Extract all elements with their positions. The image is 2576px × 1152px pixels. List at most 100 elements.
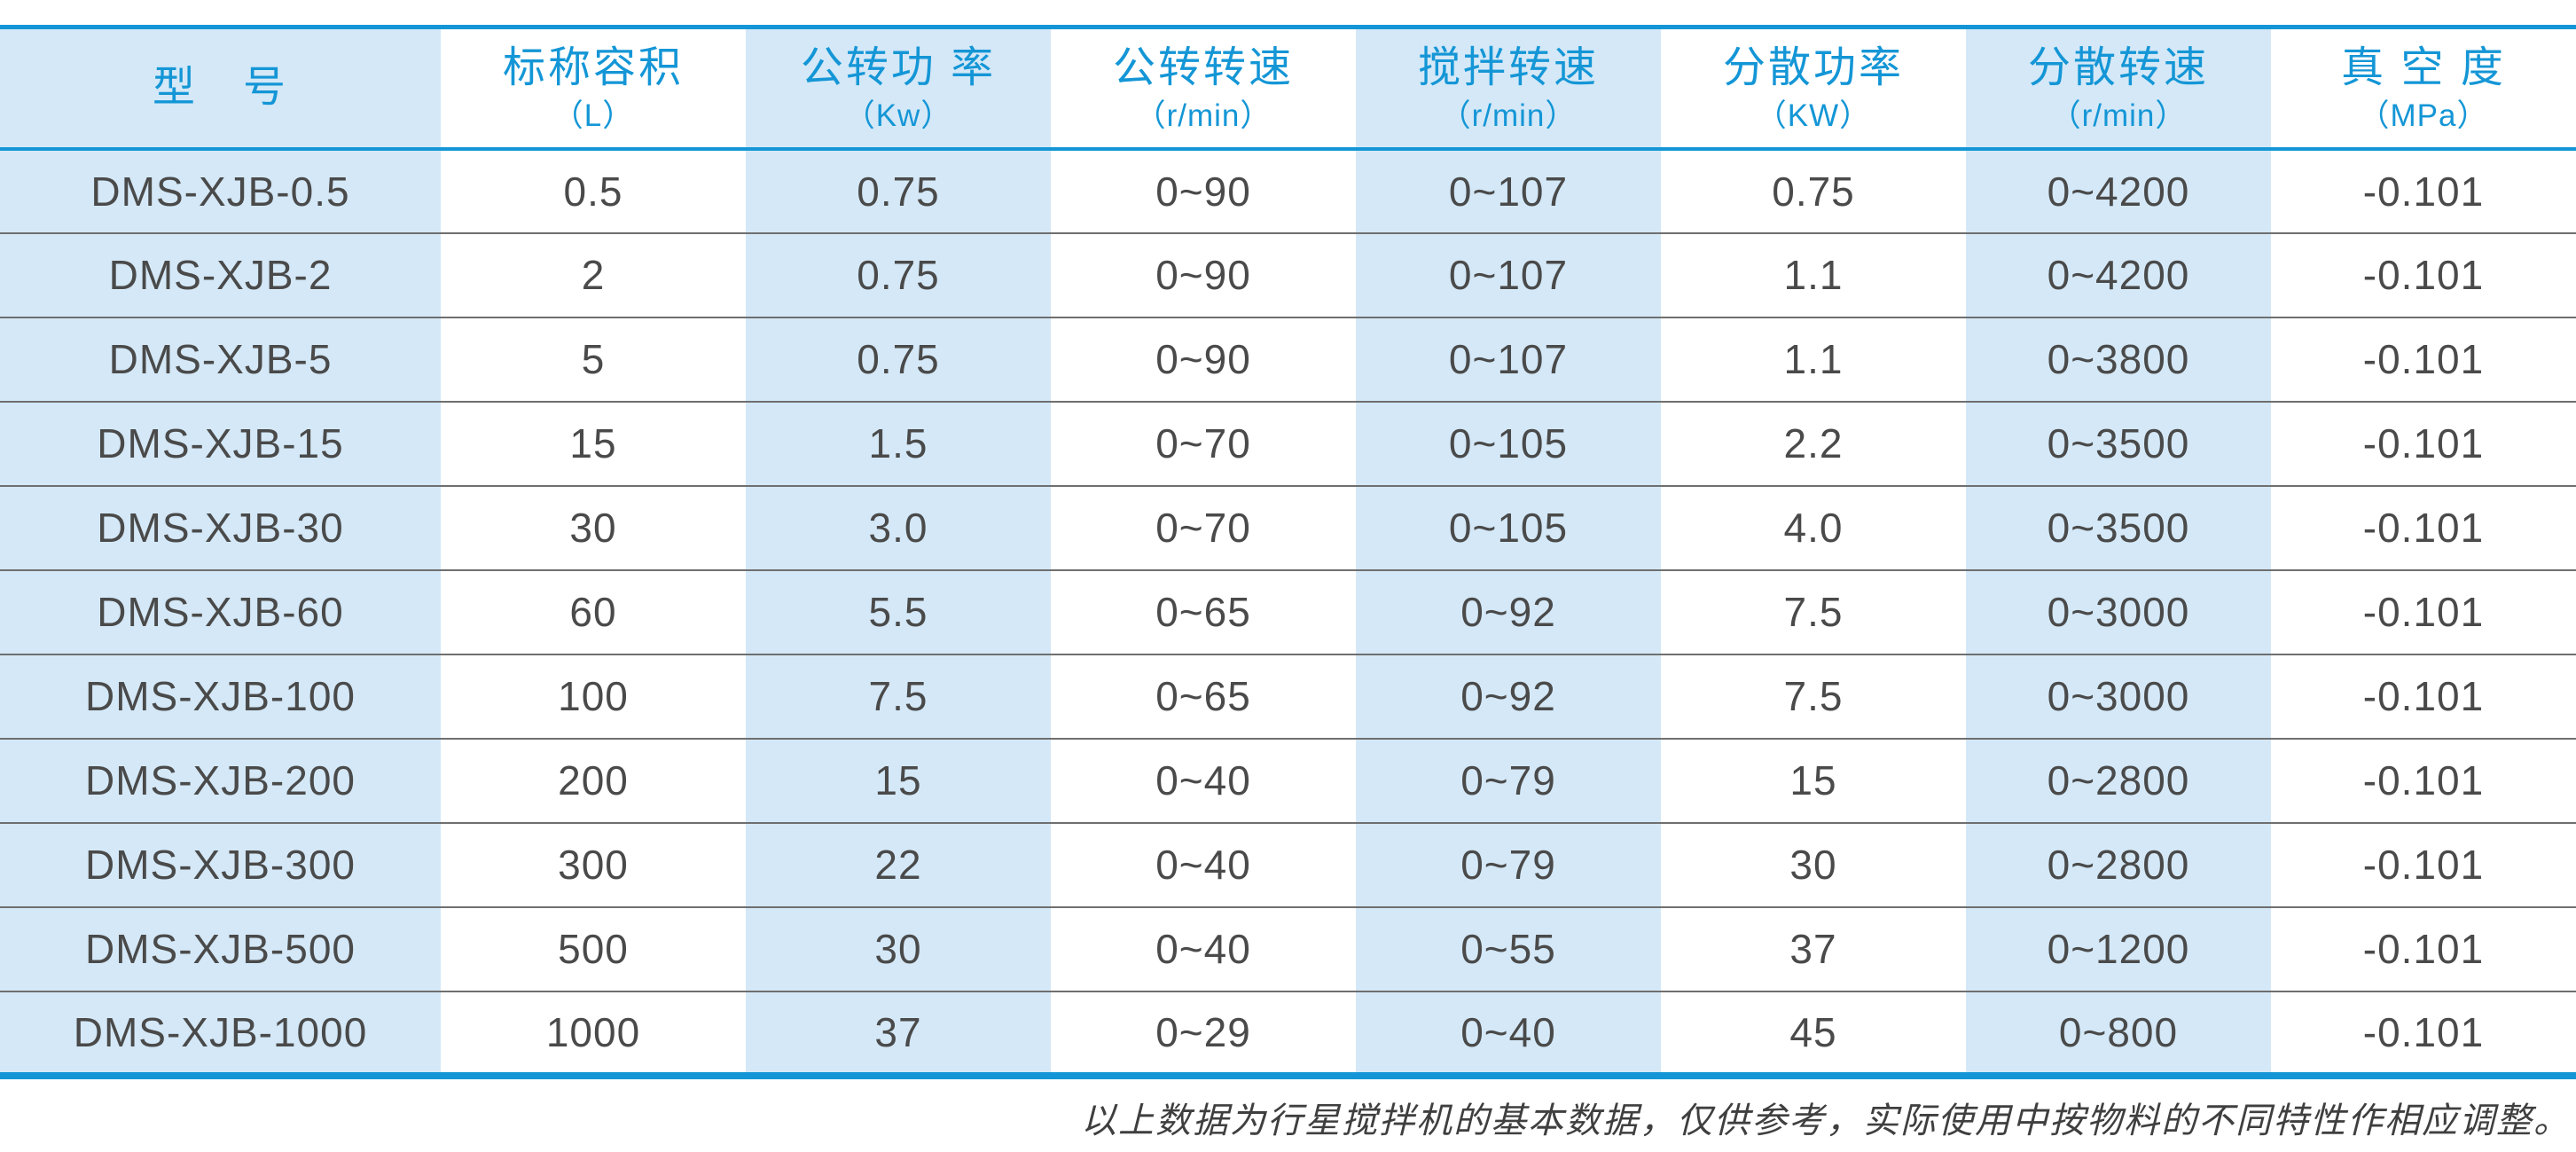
cell-nominal-volume: 2 bbox=[441, 232, 746, 317]
cell-dispersion-power: 2.2 bbox=[1661, 401, 1966, 486]
cell-nominal-volume: 500 bbox=[441, 906, 746, 991]
cell-model: DMS-XJB-0.5 bbox=[0, 148, 441, 233]
column-title: 公转转速 bbox=[1112, 43, 1294, 91]
column-header-nominal-volume: 标称容积 （L） bbox=[441, 27, 746, 149]
cell-model: DMS-XJB-500 bbox=[0, 906, 441, 991]
cell-dispersion-speed: 0~800 bbox=[1966, 991, 2271, 1076]
cell-revolution-power: 3.0 bbox=[746, 485, 1051, 570]
cell-dispersion-speed: 0~2800 bbox=[1966, 738, 2271, 823]
cell-stirring-speed: 0~105 bbox=[1356, 401, 1661, 486]
column-header-model: 型 号 bbox=[0, 27, 441, 149]
cell-dispersion-speed: 0~3000 bbox=[1966, 569, 2271, 654]
cell-dispersion-power: 1.1 bbox=[1661, 317, 1966, 402]
cell-revolution-speed: 0~90 bbox=[1051, 317, 1356, 402]
cell-revolution-speed: 0~40 bbox=[1051, 822, 1356, 907]
table-row: DMS-XJB-300 300 22 0~40 0~79 30 0~2800 -0.101 bbox=[0, 822, 2576, 907]
cell-dispersion-power: 30 bbox=[1661, 822, 1966, 907]
cell-revolution-speed: 0~40 bbox=[1051, 906, 1356, 991]
cell-dispersion-speed: 0~3800 bbox=[1966, 317, 2271, 402]
cell-model: DMS-XJB-15 bbox=[0, 401, 441, 486]
cell-stirring-speed: 0~107 bbox=[1356, 232, 1661, 317]
cell-model: DMS-XJB-2 bbox=[0, 232, 441, 317]
spec-table: 型 号 标称容积 （L） 公转功 率 （Kw） 公转转速 （r/min） 搅拌转速 （r/min… bbox=[0, 25, 2576, 1079]
column-header-stirring-speed: 搅拌转速 （r/min） bbox=[1356, 27, 1661, 149]
cell-revolution-power: 1.5 bbox=[746, 401, 1051, 486]
column-title: 公转功 率 bbox=[800, 43, 997, 91]
cell-stirring-speed: 0~105 bbox=[1356, 485, 1661, 570]
column-title: 搅拌转速 bbox=[1417, 43, 1599, 91]
cell-stirring-speed: 0~92 bbox=[1356, 654, 1661, 739]
cell-nominal-volume: 0.5 bbox=[441, 148, 746, 233]
table-row: DMS-XJB-500 500 30 0~40 0~55 37 0~1200 -0.101 bbox=[0, 906, 2576, 991]
cell-revolution-power: 0.75 bbox=[746, 148, 1051, 233]
cell-model: DMS-XJB-1000 bbox=[0, 991, 441, 1076]
cell-nominal-volume: 1000 bbox=[441, 991, 746, 1076]
column-unit: （r/min） bbox=[2049, 98, 2188, 133]
table-row: DMS-XJB-2 2 0.75 0~90 0~107 1.1 0~4200 -0.101 bbox=[0, 232, 2576, 317]
column-unit: （Kw） bbox=[843, 98, 953, 133]
cell-model: DMS-XJB-60 bbox=[0, 569, 441, 654]
cell-dispersion-speed: 0~4200 bbox=[1966, 232, 2271, 317]
table-row: DMS-XJB-5 5 0.75 0~90 0~107 1.1 0~3800 -0.101 bbox=[0, 317, 2576, 402]
cell-revolution-speed: 0~90 bbox=[1051, 232, 1356, 317]
cell-model: DMS-XJB-200 bbox=[0, 738, 441, 823]
cell-vacuum-degree: -0.101 bbox=[2271, 317, 2576, 402]
table-row: DMS-XJB-15 15 1.5 0~70 0~105 2.2 0~3500 -0.101 bbox=[0, 401, 2576, 486]
cell-stirring-speed: 0~107 bbox=[1356, 148, 1661, 233]
table-row: DMS-XJB-100 100 7.5 0~65 0~92 7.5 0~3000 -0.101 bbox=[0, 654, 2576, 739]
table-row: DMS-XJB-0.5 0.5 0.75 0~90 0~107 0.75 0~4200 -0.… bbox=[0, 148, 2576, 233]
table-header-row: 型 号 标称容积 （L） 公转功 率 （Kw） 公转转速 （r/min） 搅拌转速 （r/min… bbox=[0, 27, 2576, 149]
table-row: DMS-XJB-1000 1000 37 0~29 0~40 45 0~800 -0.101 bbox=[0, 991, 2576, 1076]
cell-model: DMS-XJB-30 bbox=[0, 485, 441, 570]
column-title: 标称容积 bbox=[502, 43, 684, 91]
cell-vacuum-degree: -0.101 bbox=[2271, 654, 2576, 739]
table-body: DMS-XJB-0.5 0.5 0.75 0~90 0~107 0.75 0~4200 -0.… bbox=[0, 148, 2576, 1076]
cell-revolution-power: 22 bbox=[746, 822, 1051, 907]
cell-nominal-volume: 100 bbox=[441, 654, 746, 739]
cell-model: DMS-XJB-100 bbox=[0, 654, 441, 739]
cell-dispersion-power: 45 bbox=[1661, 991, 1966, 1076]
cell-dispersion-speed: 0~2800 bbox=[1966, 822, 2271, 907]
cell-dispersion-speed: 0~3500 bbox=[1966, 485, 2271, 570]
cell-stirring-speed: 0~92 bbox=[1356, 569, 1661, 654]
cell-stirring-speed: 0~107 bbox=[1356, 317, 1661, 402]
table-row: DMS-XJB-200 200 15 0~40 0~79 15 0~2800 -0.101 bbox=[0, 738, 2576, 823]
column-unit: （r/min） bbox=[1439, 98, 1578, 133]
cell-revolution-power: 37 bbox=[746, 991, 1051, 1076]
column-title: 型 号 bbox=[152, 63, 288, 111]
cell-dispersion-power: 0.75 bbox=[1661, 148, 1966, 233]
table-header: 型 号 标称容积 （L） 公转功 率 （Kw） 公转转速 （r/min） 搅拌转速 （r/min… bbox=[0, 27, 2576, 149]
cell-revolution-speed: 0~70 bbox=[1051, 485, 1356, 570]
cell-nominal-volume: 15 bbox=[441, 401, 746, 486]
cell-vacuum-degree: -0.101 bbox=[2271, 569, 2576, 654]
cell-dispersion-power: 1.1 bbox=[1661, 232, 1966, 317]
cell-revolution-power: 5.5 bbox=[746, 569, 1051, 654]
table-row: DMS-XJB-60 60 5.5 0~65 0~92 7.5 0~3000 -0.101 bbox=[0, 569, 2576, 654]
cell-vacuum-degree: -0.101 bbox=[2271, 991, 2576, 1076]
cell-vacuum-degree: -0.101 bbox=[2271, 148, 2576, 233]
cell-vacuum-degree: -0.101 bbox=[2271, 232, 2576, 317]
column-header-dispersion-speed: 分散转速 （r/min） bbox=[1966, 27, 2271, 149]
column-unit: （L） bbox=[552, 98, 635, 133]
cell-stirring-speed: 0~40 bbox=[1356, 991, 1661, 1076]
column-title: 真 空 度 bbox=[2341, 43, 2506, 91]
cell-revolution-power: 0.75 bbox=[746, 232, 1051, 317]
cell-stirring-speed: 0~79 bbox=[1356, 738, 1661, 823]
cell-nominal-volume: 300 bbox=[441, 822, 746, 907]
cell-nominal-volume: 30 bbox=[441, 485, 746, 570]
cell-nominal-volume: 200 bbox=[441, 738, 746, 823]
cell-dispersion-power: 37 bbox=[1661, 906, 1966, 991]
column-header-dispersion-power: 分散功率 （KW） bbox=[1661, 27, 1966, 149]
cell-vacuum-degree: -0.101 bbox=[2271, 485, 2576, 570]
cell-dispersion-speed: 0~3000 bbox=[1966, 654, 2271, 739]
cell-model: DMS-XJB-5 bbox=[0, 317, 441, 402]
cell-revolution-speed: 0~70 bbox=[1051, 401, 1356, 486]
cell-dispersion-power: 7.5 bbox=[1661, 569, 1966, 654]
cell-stirring-speed: 0~79 bbox=[1356, 822, 1661, 907]
cell-dispersion-speed: 0~4200 bbox=[1966, 148, 2271, 233]
cell-revolution-power: 30 bbox=[746, 906, 1051, 991]
cell-vacuum-degree: -0.101 bbox=[2271, 401, 2576, 486]
cell-vacuum-degree: -0.101 bbox=[2271, 738, 2576, 823]
cell-dispersion-speed: 0~1200 bbox=[1966, 906, 2271, 991]
